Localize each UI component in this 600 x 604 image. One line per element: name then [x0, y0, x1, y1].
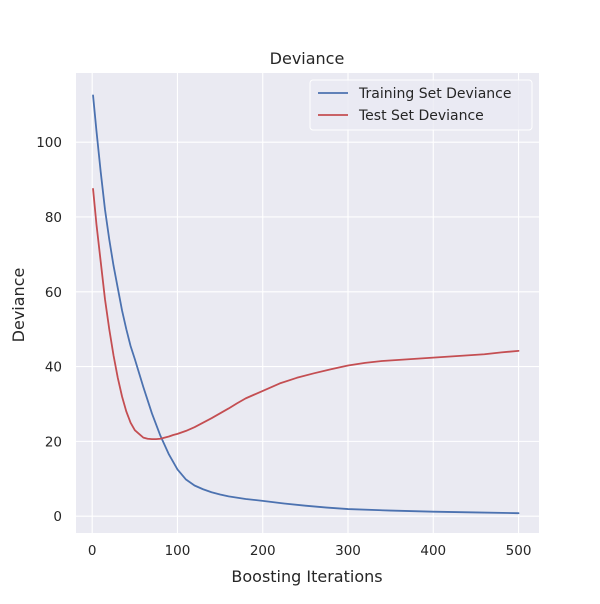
grid	[76, 73, 539, 533]
legend-box	[309, 79, 533, 131]
x-tick-label: 200	[250, 543, 276, 559]
legend-label-training: Training Set Deviance	[358, 86, 511, 102]
x-tick-label: 500	[506, 543, 532, 559]
y-ticks: 0 20 40 60 80 100	[36, 135, 62, 525]
x-tick-label: 0	[88, 543, 97, 559]
x-axis-label: Boosting Iterations	[231, 567, 382, 586]
x-tick-label: 400	[420, 543, 446, 559]
x-ticks: 0 100 200 300 400 500	[88, 543, 532, 559]
chart-title: Deviance	[270, 49, 345, 68]
y-tick-label: 100	[36, 135, 62, 151]
y-tick-label: 40	[45, 360, 62, 376]
legend-label-test: Test Set Deviance	[358, 108, 484, 124]
legend: Training Set Deviance Test Set Deviance	[309, 79, 533, 131]
plot-background	[76, 73, 539, 533]
x-tick-label: 300	[335, 543, 361, 559]
x-tick-label: 100	[165, 543, 191, 559]
y-tick-label: 80	[45, 210, 62, 226]
training-set-deviance-line	[92, 94, 520, 515]
y-tick-label: 20	[45, 434, 62, 450]
y-axis-label: Deviance	[9, 268, 28, 343]
series-layer	[92, 94, 520, 515]
test-set-deviance-line	[92, 188, 520, 441]
y-tick-label: 0	[53, 509, 62, 525]
y-tick-label: 60	[45, 285, 62, 301]
